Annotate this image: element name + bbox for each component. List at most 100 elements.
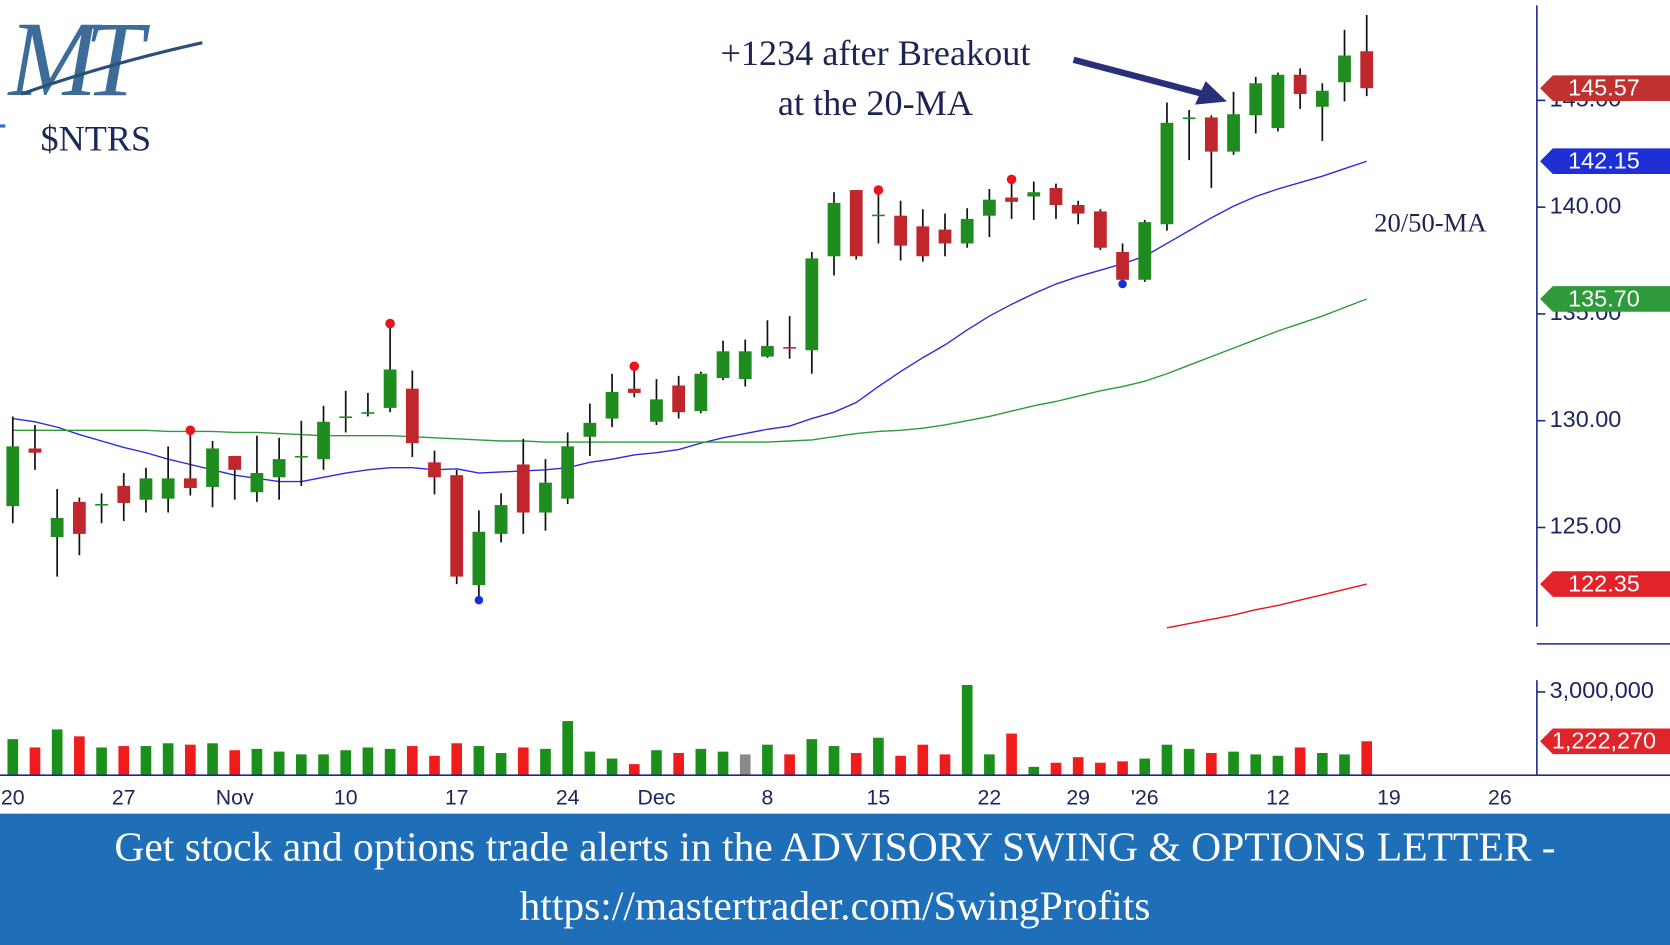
volume-bar (362, 747, 374, 776)
volume-bar (295, 754, 307, 776)
volume-bar (473, 746, 485, 776)
y-tick-label: 125.00 (1550, 513, 1622, 539)
price-flag-label: 135.70 (1568, 285, 1640, 311)
volume-bar (1339, 754, 1350, 776)
candle-body (72, 501, 86, 534)
volume-bar (406, 746, 418, 776)
volume-bar (1072, 757, 1084, 776)
price-flag-label: 142.15 (1568, 147, 1640, 173)
price-flag (1540, 571, 1670, 597)
x-tick-label: '26 (1131, 785, 1159, 809)
candle-body (1293, 74, 1307, 94)
volume-bar (162, 743, 174, 776)
x-tick-label: 24 (556, 785, 580, 809)
volume-bar (673, 753, 684, 776)
candle-body (605, 391, 619, 419)
candle-body (1249, 83, 1263, 116)
annotation-text: +1234 after Breakout (721, 33, 1031, 73)
candle-body (539, 482, 552, 513)
volume-tick-label: 3,000,000 (1550, 677, 1654, 703)
candle-body (428, 462, 441, 478)
volume-bar (273, 751, 285, 776)
volume-bar (1272, 755, 1284, 776)
candle-body (472, 531, 486, 586)
x-tick-label: 29 (1066, 785, 1090, 809)
volume-bar (185, 744, 196, 776)
volume-bar (118, 746, 130, 776)
volume-bar (29, 747, 41, 776)
volume-bar (140, 746, 152, 776)
candle-body (916, 226, 930, 257)
candle-body (1315, 90, 1329, 107)
candle-body (95, 504, 108, 506)
candle-body (1116, 252, 1129, 280)
low-marker (1118, 279, 1127, 289)
ma-annotation: 20/50-MA (1374, 207, 1487, 237)
volume-bar (1316, 753, 1328, 776)
candle-body (738, 351, 752, 380)
volume-bar (74, 736, 85, 776)
volume-bar (873, 737, 884, 776)
logo-swoosh (20, 41, 203, 96)
x-tick-label: 17 (445, 785, 469, 809)
volume-bar (96, 747, 107, 776)
volume-bar (562, 721, 573, 776)
candle-body (716, 351, 730, 378)
x-tick-label: 26 (1488, 785, 1512, 809)
volume-bar (1095, 762, 1106, 776)
y-tick-label: 130.00 (1550, 406, 1622, 432)
candle-body (1005, 197, 1018, 202)
candle-body (1360, 51, 1374, 89)
candle-body (383, 369, 397, 408)
candle-body (1027, 192, 1041, 197)
candle-body (117, 485, 131, 503)
volume-bar (251, 748, 263, 776)
price-flag (1540, 728, 1670, 755)
candle-body (1204, 117, 1218, 152)
volume-bar (961, 684, 973, 776)
candle-body (872, 214, 885, 217)
volume-bar (1294, 747, 1306, 776)
logo: MT $NTRS (0, 1, 203, 158)
candle-body (161, 478, 175, 499)
annotation-arrow (1072, 56, 1205, 98)
footer-link[interactable]: https://mastertrader.com/SwingProfits (520, 882, 1151, 928)
candle-body (783, 347, 797, 349)
volume-bar (895, 755, 906, 776)
candle-body (405, 388, 419, 444)
volume-bar (695, 748, 707, 776)
ma-line (12, 298, 1367, 443)
x-tick-label: 19 (1377, 785, 1401, 809)
candle-body (183, 478, 197, 488)
candle-body (650, 399, 663, 422)
volume-bar (850, 753, 862, 776)
volume-bar (1161, 744, 1173, 776)
volume-bar (606, 758, 618, 776)
candle-body (938, 229, 952, 244)
volume-bar (540, 748, 551, 776)
volume-bar (229, 750, 241, 776)
footer-text: Get stock and options trade alerts in th… (114, 824, 1555, 870)
candle-body (960, 218, 974, 244)
volume-bar (384, 748, 396, 776)
volume-bar (1006, 733, 1017, 776)
volume-bar (7, 739, 19, 776)
volume-bar (917, 744, 929, 776)
volume-bar (429, 755, 440, 776)
volume-bar (762, 744, 773, 776)
x-tick-label: Dec (638, 785, 676, 809)
volume-bar (828, 746, 840, 776)
candle-body (827, 202, 841, 257)
volume-bar (1206, 753, 1217, 776)
high-marker (1006, 174, 1017, 185)
candle-body (805, 258, 819, 351)
x-tick-label: Nov (216, 785, 254, 809)
high-marker (629, 361, 640, 372)
high-marker (873, 185, 884, 195)
candle-body (761, 345, 774, 357)
x-tick-label: 12 (1266, 785, 1290, 809)
candle-body (139, 478, 153, 500)
candle-body (583, 422, 597, 437)
volume-bar (1183, 748, 1195, 776)
